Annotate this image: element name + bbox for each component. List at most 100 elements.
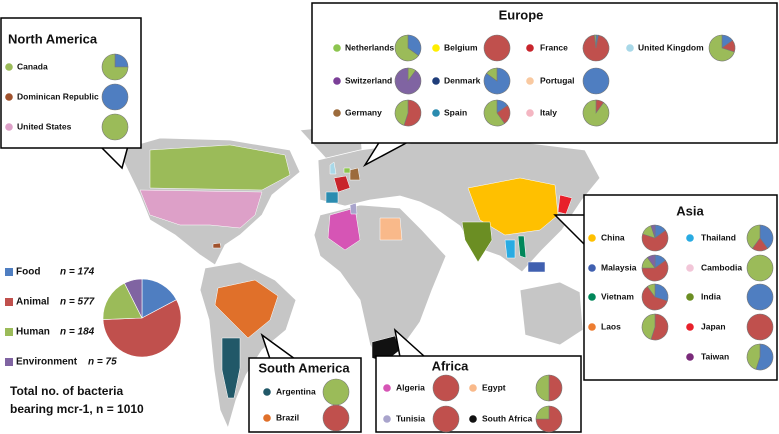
country-label: Cambodia bbox=[701, 262, 742, 272]
legend-dot bbox=[469, 384, 477, 392]
legend-count: n = 577 bbox=[60, 297, 95, 308]
pie-slice bbox=[322, 404, 350, 432]
country-label: China bbox=[601, 232, 625, 242]
legend-dot bbox=[432, 44, 440, 52]
country-label: Vietnam bbox=[601, 291, 634, 301]
country-label: Egypt bbox=[482, 382, 506, 392]
pie-slice bbox=[594, 34, 597, 49]
pie-slice bbox=[141, 278, 177, 319]
country-label: Dominican Republic bbox=[17, 91, 99, 101]
country-label: Italy bbox=[540, 107, 557, 117]
legend-dot bbox=[333, 77, 341, 85]
legend-dot bbox=[5, 63, 13, 71]
country-shape bbox=[527, 261, 546, 273]
pie-slice bbox=[650, 224, 656, 239]
country-label: Canada bbox=[17, 61, 48, 71]
country-shape bbox=[139, 189, 263, 229]
country-shape bbox=[221, 337, 241, 399]
legend-dot bbox=[263, 388, 271, 396]
country-shape bbox=[325, 191, 339, 204]
country-label: Spain bbox=[444, 107, 467, 117]
legend-count: n = 174 bbox=[60, 267, 95, 278]
legend-dot bbox=[686, 323, 694, 331]
pie-slice bbox=[646, 254, 656, 269]
country-label: United States bbox=[17, 121, 72, 131]
country-label: Laos bbox=[601, 321, 621, 331]
region-title: South America bbox=[258, 360, 350, 375]
legend-dot bbox=[432, 109, 440, 117]
pie-slice bbox=[708, 34, 735, 62]
country-shape bbox=[379, 217, 403, 241]
country-label: Algeria bbox=[396, 382, 425, 392]
country-label: France bbox=[540, 42, 568, 52]
pie-slice bbox=[746, 343, 761, 370]
legend-label: Food bbox=[16, 267, 40, 278]
pie-slice bbox=[432, 374, 460, 402]
legend-count: n = 184 bbox=[60, 327, 95, 338]
legend-dot bbox=[686, 353, 694, 361]
callout-box bbox=[311, 2, 778, 144]
country-label: Brazil bbox=[276, 412, 299, 422]
country-label: Belgium bbox=[444, 42, 478, 52]
pie-slice bbox=[102, 299, 182, 358]
country-label: Portugal bbox=[540, 75, 574, 85]
legend-dot bbox=[383, 384, 391, 392]
legend-dot bbox=[383, 415, 391, 423]
pie-slice bbox=[582, 34, 610, 62]
pie-slice bbox=[394, 34, 419, 62]
labels: North America Europe Asia South America … bbox=[5, 7, 774, 433]
callout-tail bbox=[98, 145, 129, 170]
pie-slice bbox=[101, 113, 129, 141]
pie-slice bbox=[483, 99, 506, 127]
legend-dot bbox=[5, 123, 13, 131]
pie-slice bbox=[746, 224, 761, 249]
country-highlights bbox=[139, 144, 573, 399]
legend-dot bbox=[626, 44, 634, 52]
pie-slice bbox=[646, 283, 656, 298]
country-label: Tunisia bbox=[396, 413, 425, 423]
country-label: Denmark bbox=[444, 75, 481, 85]
pie-slice bbox=[641, 259, 669, 282]
pie-slice bbox=[746, 283, 774, 311]
legend-dot bbox=[432, 77, 440, 85]
country-label: Germany bbox=[345, 107, 382, 117]
country-shape bbox=[349, 167, 361, 181]
legend-dot bbox=[588, 293, 596, 301]
land bbox=[519, 281, 584, 346]
country-label: Switzerland bbox=[345, 75, 392, 85]
legend-dot bbox=[469, 415, 477, 423]
legend-dot bbox=[588, 264, 596, 272]
region-title: North America bbox=[8, 31, 98, 46]
country-label: Taiwan bbox=[701, 351, 729, 361]
country-shape bbox=[517, 235, 527, 259]
country-shape bbox=[214, 279, 279, 339]
country-label: Netherlands bbox=[345, 42, 394, 52]
pie-slice bbox=[641, 286, 668, 311]
country-shape bbox=[557, 194, 573, 215]
pie-slice bbox=[102, 282, 143, 320]
legend-dot bbox=[588, 323, 596, 331]
country-label: Malaysia bbox=[601, 262, 637, 272]
country-shape bbox=[333, 175, 351, 193]
pie-slice bbox=[641, 229, 669, 252]
country-label: South Africa bbox=[482, 413, 532, 423]
pie-slice bbox=[641, 313, 656, 340]
country-shape bbox=[349, 202, 358, 215]
country-label: Japan bbox=[701, 321, 726, 331]
legend-dot bbox=[588, 234, 596, 242]
pie-slice bbox=[759, 224, 774, 249]
region-title: Asia bbox=[676, 203, 704, 218]
legend-dot bbox=[686, 264, 694, 272]
pie-slice bbox=[101, 83, 129, 111]
pie-slice bbox=[654, 283, 669, 302]
country-shape bbox=[343, 167, 351, 174]
pie-slice bbox=[394, 67, 422, 95]
legend-dot bbox=[686, 293, 694, 301]
country-shape bbox=[461, 221, 493, 263]
pie-slice bbox=[535, 405, 550, 420]
legend-label: Environment bbox=[16, 357, 78, 368]
pie-slice bbox=[486, 67, 498, 82]
legend-dot bbox=[333, 109, 341, 117]
